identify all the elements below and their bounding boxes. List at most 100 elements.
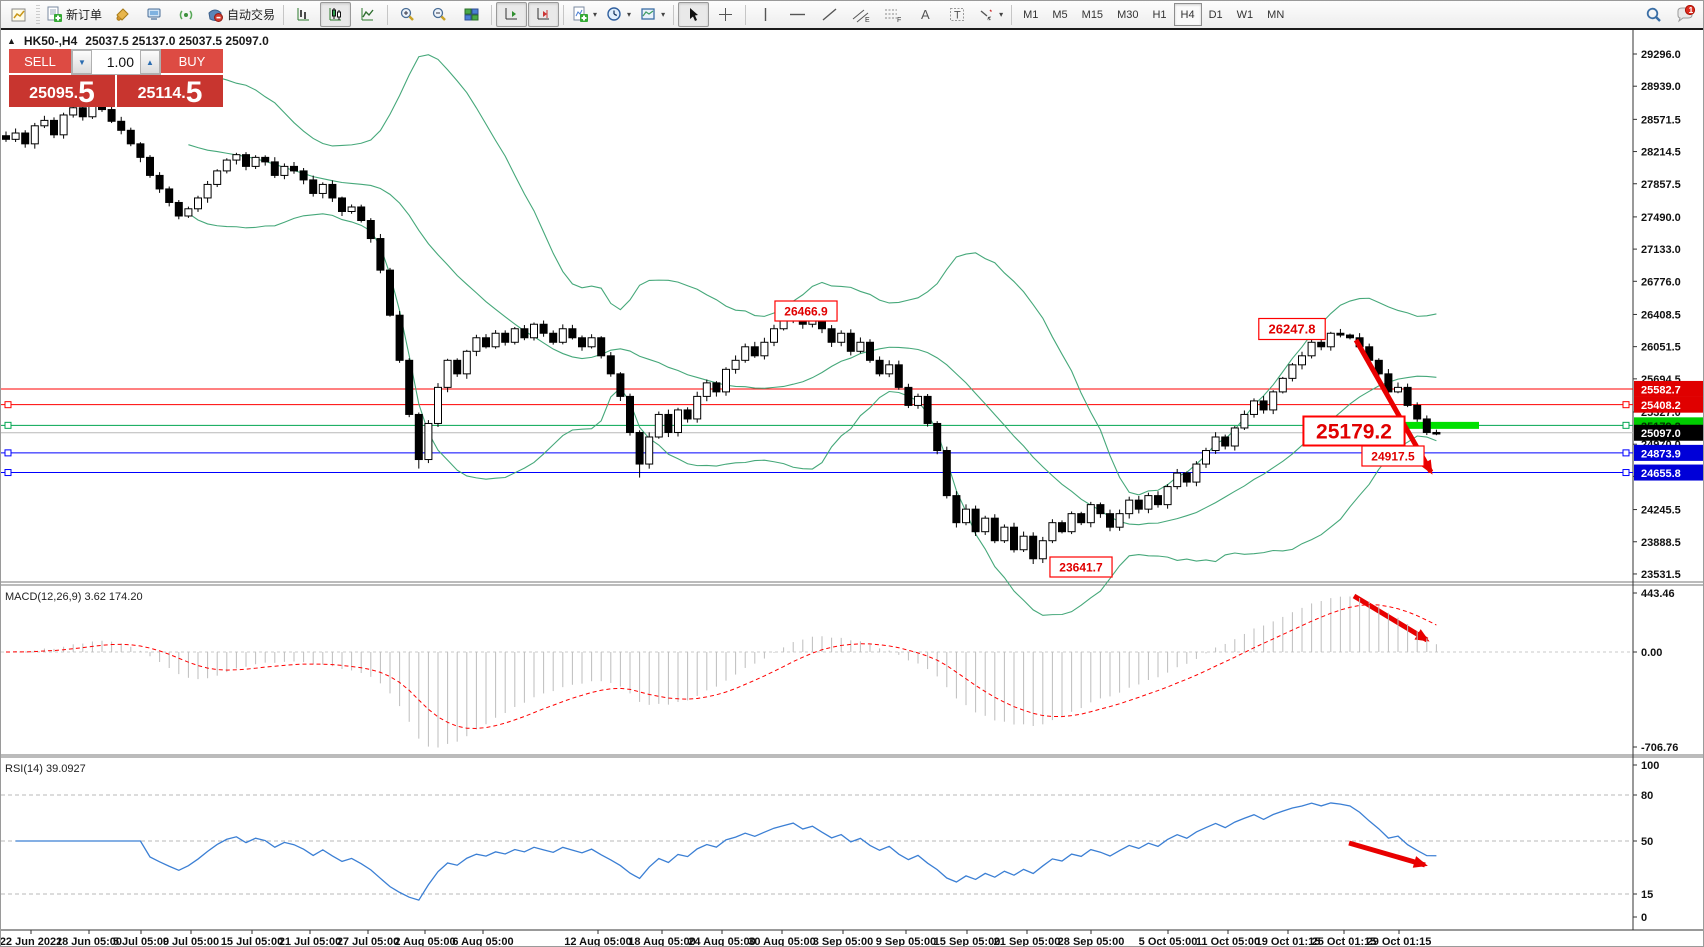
timeframe-h1[interactable]: H1 [1152,8,1167,21]
indicator-window-add-button[interactable] [496,2,528,27]
auto-trading-button[interactable]: 自动交易 [203,2,279,27]
styler-button[interactable] [107,2,138,27]
trendline-icon [821,7,838,22]
candlestick-chart-button[interactable] [320,2,352,27]
arrows-icon [978,7,995,22]
volume-decrease-button[interactable]: ▼ [72,50,92,74]
price-annotation[interactable]: 23641.7 [1049,556,1113,578]
time-label: 27 Jul 05:00 [337,936,399,947]
line-handle [4,469,12,477]
cursor-icon [686,7,701,22]
time-label: 18 Aug 05:00 [628,936,695,947]
timeframe-mn[interactable]: MN [1267,8,1285,21]
timeframe-m15[interactable]: M15 [1081,8,1104,21]
fibonacci-icon: F [884,7,903,23]
tile-windows-button[interactable] [456,2,487,27]
indicator-window-shift-button[interactable] [528,2,560,27]
auto-trading-icon [207,6,224,23]
macd-label: MACD(12,26,9) 3.62 174.20 [5,591,143,603]
price-annotation[interactable]: 26247.8 [1258,317,1326,341]
new-order-label: 新订单 [66,8,103,22]
text-button[interactable]: A [910,2,941,27]
svg-text:F: F [897,17,901,23]
price-annotation[interactable]: 24917.5 [1361,445,1425,467]
svg-text:A: A [921,7,930,22]
svg-text:100: 100 [1641,760,1659,772]
bollinger-bands [188,54,1437,616]
price-badge [1634,396,1703,413]
buy-button[interactable]: BUY [161,49,223,75]
svg-text:26247.8: 26247.8 [1269,322,1316,337]
line-handle [1622,401,1630,409]
timeframe-d1[interactable]: D1 [1208,8,1223,21]
zoom-in-button[interactable] [392,2,423,27]
timeframe-m30[interactable]: M30 [1117,8,1139,21]
search-button[interactable] [1638,2,1669,27]
signal-icon [178,6,195,23]
time-label: 5 Jul 05:00 [113,936,169,947]
chat-notification-icon: 1 [1675,4,1697,25]
notifications-button[interactable]: 1 [1670,2,1701,27]
add-indicator-button[interactable]: ▾ [568,2,601,27]
price-tick-label: 23531.5 [1641,569,1681,581]
vertical-line-button[interactable] [750,2,781,27]
collapse-panel-icon[interactable]: ▲ [7,36,16,46]
new-order-icon [46,6,63,23]
paint-bucket-icon [114,6,131,23]
templates-button[interactable]: ▾ [636,2,669,27]
candlesticks [2,98,1441,565]
sell-price-frac: 5 [78,75,95,109]
bar-chart-button[interactable] [288,2,319,27]
indicator-window-shift-icon [535,6,552,23]
chart-svg[interactable]: 26466.9 26247.8 25179.2 24917.5 23641.7 29296… [1,30,1704,947]
equidistant-channel-button[interactable]: E [846,2,877,27]
sell-button[interactable]: SELL [9,49,71,75]
trendline-button[interactable] [814,2,845,27]
volume-input[interactable] [92,50,140,74]
horizontal-line-button[interactable] [782,2,813,27]
price-annotation[interactable]: 26466.9 [774,300,838,322]
auto-trading-label: 自动交易 [227,8,276,22]
svg-text:25097.0: 25097.0 [1641,428,1681,440]
cursor-button[interactable] [678,2,710,27]
toolbar-separator [283,4,285,25]
svg-text:23641.7: 23641.7 [1059,560,1103,574]
sell-price[interactable]: 25095. 5 [9,75,115,107]
timeframe-m5[interactable]: M5 [1052,8,1068,21]
chart-window-icon[interactable] [3,2,34,27]
volume-increase-button[interactable]: ▲ [140,50,160,74]
price-tick-label: 29296.0 [1641,49,1681,61]
new-order-button[interactable]: 新订单 [42,2,106,27]
timeframe-w1[interactable]: W1 [1236,8,1254,21]
buy-price-frac: 5 [185,75,203,109]
timeframe-h4[interactable]: H4 [1173,3,1202,26]
zoom-out-button[interactable] [424,2,455,27]
crosshair-button[interactable] [710,2,741,27]
equidistant-channel-icon: E [852,7,871,23]
line-handle [1622,469,1630,477]
one-click-trading-panel: SELL ▼ ▲ BUY 25095.5 25114.5 [9,49,223,107]
sell-price-int: 25095 [29,85,74,102]
time-label: 21 Sep 05:00 [994,936,1061,947]
price-axis[interactable]: 29296.0 28939.0 28571.5 28214.5 27857.5 27490… [1633,49,1704,581]
buy-price[interactable]: 25114. 5 [117,75,223,107]
terminal-button[interactable] [139,2,170,27]
price-annotation[interactable]: 25179.2 [1302,415,1406,447]
chart-area[interactable]: 26466.9 26247.8 25179.2 24917.5 23641.7 29296… [1,30,1704,947]
strategy-button[interactable] [171,2,202,27]
trend-arrow[interactable] [1348,840,1428,868]
vertical-line-icon [759,7,772,22]
trend-arrow[interactable] [1352,593,1430,643]
line-handle [4,449,12,457]
rsi-pane: 100 80 50 15 0 RSI(14) 39.0927 [1,760,1659,924]
arrows-button[interactable]: ▾ [974,2,1007,27]
line-chart-button[interactable] [352,2,383,27]
price-tick-label: 28571.5 [1641,114,1681,126]
periods-button[interactable]: ▾ [602,2,635,27]
text-label-button[interactable]: T [942,2,973,27]
price-badge [1634,464,1703,481]
timeframe-m1[interactable]: M1 [1023,8,1039,21]
fibonacci-button[interactable]: F [878,2,909,27]
time-label: 25 Oct 01:15 [1312,936,1377,947]
